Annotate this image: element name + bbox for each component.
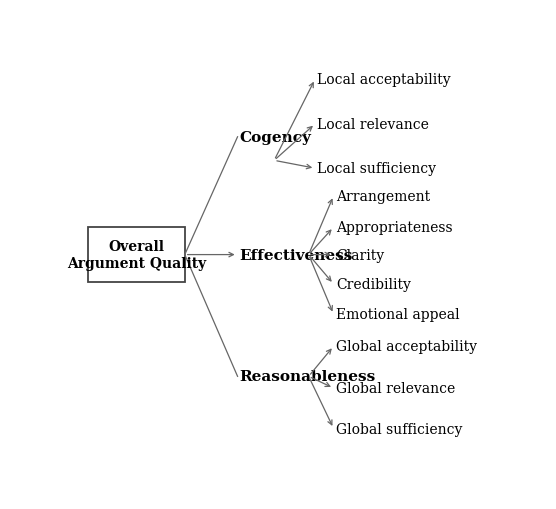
Text: Overall
Argument Quality: Overall Argument Quality <box>67 240 206 270</box>
Text: Global sufficiency: Global sufficiency <box>336 422 462 436</box>
Text: Arrangement: Arrangement <box>336 189 430 203</box>
Text: Global relevance: Global relevance <box>336 381 455 395</box>
Text: Local acceptability: Local acceptability <box>317 73 451 87</box>
Text: Global acceptability: Global acceptability <box>336 340 477 353</box>
FancyBboxPatch shape <box>88 228 185 282</box>
Text: Effectiveness: Effectiveness <box>240 248 353 262</box>
Text: Local relevance: Local relevance <box>317 118 429 131</box>
Text: Cogency: Cogency <box>240 130 311 145</box>
Text: Reasonableness: Reasonableness <box>240 370 376 384</box>
Text: Local sufficiency: Local sufficiency <box>317 162 436 176</box>
Text: Credibility: Credibility <box>336 277 411 292</box>
Text: Clarity: Clarity <box>336 248 384 262</box>
Text: Appropriateness: Appropriateness <box>336 221 453 235</box>
Text: Emotional appeal: Emotional appeal <box>336 307 459 322</box>
